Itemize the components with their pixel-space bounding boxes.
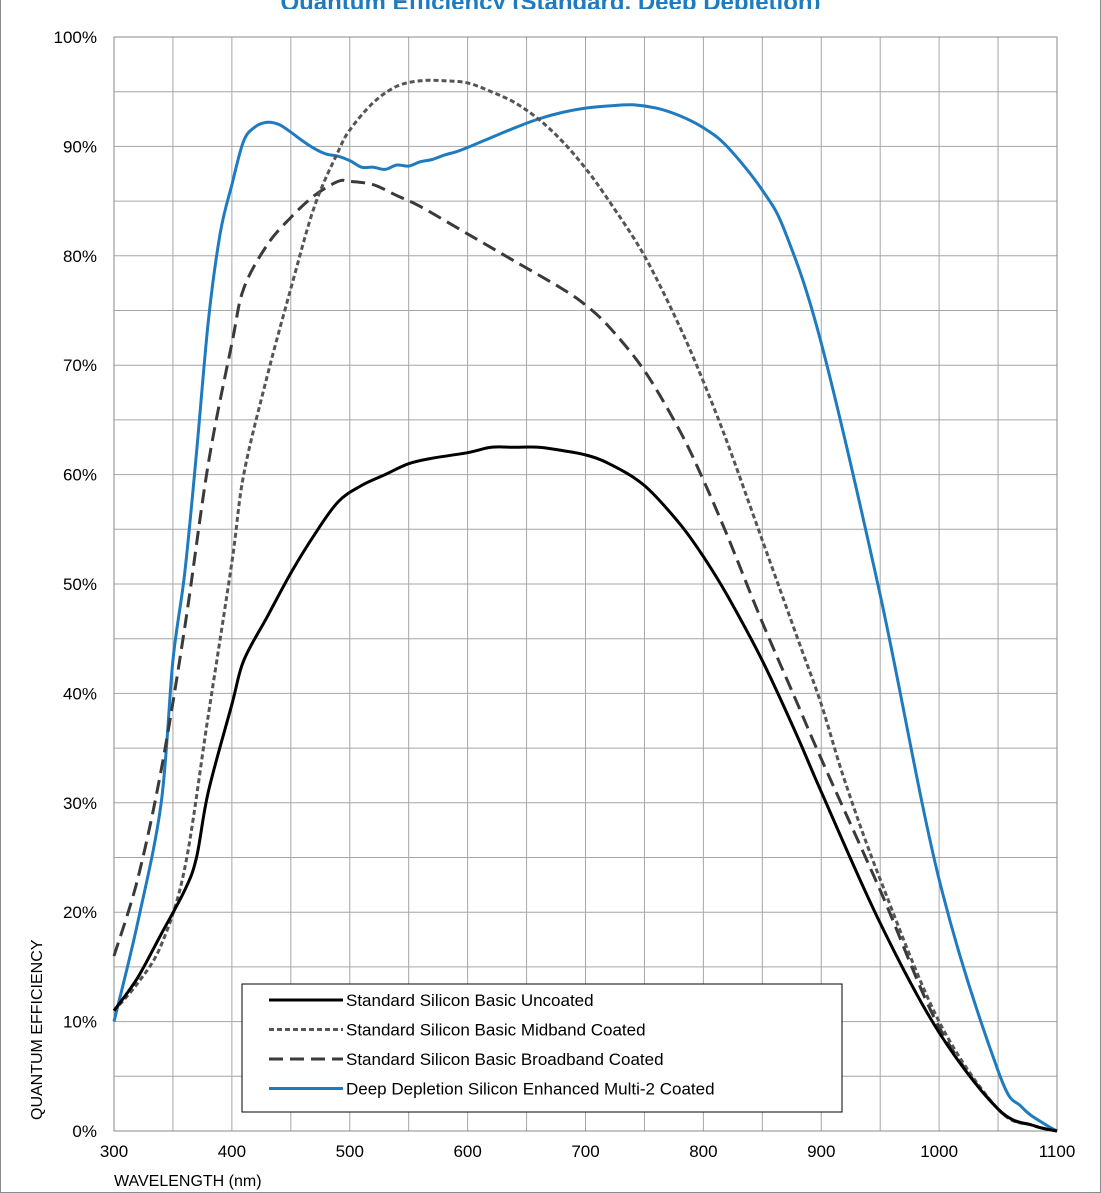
x-tick-label: 1100 [1039, 1142, 1076, 1161]
legend-box [241, 983, 843, 1113]
x-tick-label: 600 [453, 1142, 481, 1161]
series-line-2 [112, 78, 1058, 1133]
y-tick-label: 20% [63, 903, 97, 922]
legend-label: Standard Silicon Basic Midband Coated [346, 1021, 646, 1040]
series-line-1 [112, 445, 1058, 1133]
x-tick-label: 900 [807, 1142, 835, 1161]
chart-title-area: Quantum Efficiency (Standard, Deep Deple… [0, 0, 1101, 9]
y-tick-label: 90% [63, 137, 97, 156]
plot-border [113, 36, 1058, 1132]
y-tick-label: 70% [63, 356, 97, 375]
series-line-3 [112, 178, 1058, 1133]
x-tick-label: 1000 [920, 1142, 958, 1161]
y-tick-label: 0% [72, 1122, 97, 1141]
y-tick-label: 100% [54, 28, 97, 47]
y-axis-label: QUANTUM EFFICIENCY [29, 939, 46, 1120]
y-tick-label: 40% [63, 684, 97, 703]
series-lines [112, 78, 1058, 1133]
x-tick-label: 800 [689, 1142, 717, 1161]
y-tick-label: 80% [63, 247, 97, 266]
y-tick-label: 60% [63, 466, 97, 485]
y-tick-label: 30% [63, 794, 97, 813]
x-tick-label: 300 [100, 1142, 128, 1161]
y-tick-label: 50% [63, 575, 97, 594]
y-tick-label: 10% [63, 1013, 97, 1032]
x-tick-label: 700 [571, 1142, 599, 1161]
x-tick-label: 500 [336, 1142, 364, 1161]
grid-lines [113, 36, 1058, 1132]
legend: Standard Silicon Basic Uncoated Standard … [241, 983, 843, 1113]
x-axis-label: WAVELENGTH (nm) [114, 1173, 262, 1190]
x-tick-label: 400 [218, 1142, 246, 1161]
legend-label: Standard Silicon Basic Uncoated [346, 991, 594, 1010]
legend-label: Deep Depletion Silicon Enhanced Multi-2 … [346, 1080, 715, 1099]
legend-label: Standard Silicon Basic Broadband Coated [346, 1050, 664, 1069]
axes: 0% 10% 20% 30% 40% 50% 60% 70% 80% 90% 100% 300 400 5… [29, 28, 1075, 1190]
chart-title: Quantum Efficiency (Standard, Deep Deple… [0, 0, 1101, 9]
series-line-4 [112, 103, 1058, 1133]
